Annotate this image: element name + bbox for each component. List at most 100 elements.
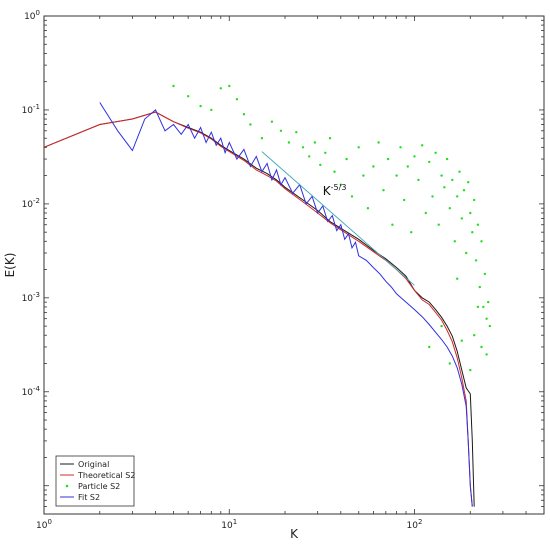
particle-point [451, 178, 454, 182]
particle-point [333, 170, 336, 173]
particle-point [465, 251, 468, 255]
legend-label-particle: Particle S2 [78, 482, 120, 491]
legend-label-original: Original [78, 460, 109, 469]
particle-point [485, 317, 488, 320]
x-axis-label: K [290, 527, 299, 541]
series-line-fit [99, 102, 473, 507]
particle-point [339, 183, 342, 186]
y-tick-label: 10-3 [22, 291, 40, 304]
particle-point [440, 324, 443, 328]
y-tick-label-exponent: 0 [36, 9, 40, 17]
particle-point [456, 195, 459, 198]
x-tick-label-exponent: 0 [47, 518, 51, 526]
particle-point [474, 259, 478, 262]
particle-point [357, 146, 360, 149]
y-tick-label-exponent: -2 [33, 197, 40, 205]
x-tick-label: 102 [407, 518, 423, 531]
particle-point [471, 231, 474, 234]
particle-point [424, 211, 427, 215]
particle-point [410, 231, 413, 234]
x-tick-label-base: 10 [407, 521, 419, 531]
particle-point [187, 95, 190, 98]
particle-point [377, 141, 380, 144]
particle-point [462, 189, 466, 192]
y-tick-label-exponent: -1 [33, 103, 40, 111]
particle-point [328, 137, 332, 140]
particle-point [469, 368, 472, 372]
particle-point [476, 223, 480, 226]
particle-point [480, 240, 483, 243]
particle-point [210, 108, 213, 112]
particle-point [469, 211, 472, 215]
particle-point [295, 131, 298, 134]
particle-point [478, 285, 481, 289]
particle-point [249, 123, 252, 126]
particle-point [456, 277, 459, 280]
particle-point [421, 144, 424, 147]
particle-point [386, 157, 390, 161]
particle-point [434, 151, 437, 154]
particle-point [242, 113, 246, 116]
particle-point [313, 141, 317, 144]
series-line-theoretical [43, 111, 473, 507]
x-tick-label-exponent: 2 [418, 518, 422, 526]
particle-point [487, 300, 490, 304]
particle-point [382, 189, 385, 192]
particle-point [395, 174, 398, 177]
series-layer [43, 84, 491, 507]
y-tick-label: 10-2 [22, 197, 40, 210]
particle-point [279, 129, 283, 132]
particle-point [270, 120, 274, 123]
particle-point [319, 163, 322, 167]
particle-point [391, 223, 394, 226]
y-tick-label-base: 10 [22, 200, 34, 210]
particle-point [431, 195, 434, 198]
particle-point [372, 165, 375, 168]
particle-point [460, 217, 463, 220]
legend: Original Theoretical S2 Particle S2 Fit … [55, 455, 135, 507]
slope-annotation-exponent: -5/3 [331, 183, 347, 192]
y-tick-label-base: 10 [22, 294, 34, 304]
slope-annotation-base: K [323, 184, 332, 198]
particle-point [308, 155, 311, 158]
particle-point [399, 146, 402, 149]
x-tick-label: 100 [36, 518, 52, 531]
particle-point [476, 305, 480, 309]
particle-point [324, 151, 327, 154]
particle-point [345, 157, 348, 161]
particle-point [260, 137, 264, 140]
y-tick-label-base: 10 [22, 106, 34, 116]
particle-point [235, 98, 239, 101]
y-axis-label: E(K) [3, 253, 17, 278]
legend-label-theoretical: Theoretical S2 [77, 471, 135, 480]
y-tick-label: 100 [24, 9, 40, 22]
particle-point [448, 362, 451, 365]
particle-point [428, 160, 431, 164]
particle-point [366, 207, 370, 210]
x-tick-label-exponent: 1 [233, 518, 237, 526]
particle-point [443, 186, 446, 189]
particle-point [403, 198, 406, 202]
x-tick-label-base: 10 [221, 521, 233, 531]
particle-point [437, 223, 440, 226]
particle-point [406, 165, 409, 168]
particle-point [458, 170, 461, 173]
legend-label-fit: Fit S2 [78, 493, 100, 502]
x-tick-label: 101 [221, 518, 237, 531]
particle-point [428, 345, 431, 349]
particle-point [199, 104, 202, 108]
slope-annotation: K-5/3 [323, 183, 347, 198]
y-tick-label: 10-1 [22, 103, 40, 116]
legend-swatch-particle [65, 484, 69, 488]
particle-point [488, 324, 491, 328]
particle-point [301, 146, 305, 149]
particle-point [482, 305, 485, 309]
y-tick-label-base: 10 [22, 388, 34, 398]
particle-point [413, 155, 416, 158]
particle-point [448, 207, 451, 210]
particle-point [483, 272, 487, 276]
particle-point [362, 174, 365, 177]
particle-point [485, 353, 488, 356]
